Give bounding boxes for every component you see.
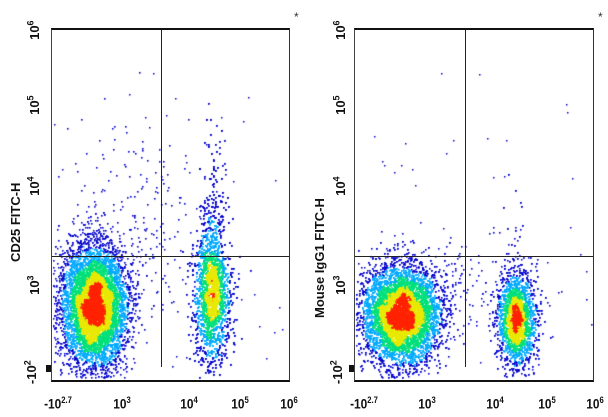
y-tick-neg1e2: -102 xyxy=(22,360,40,385)
plot-cd25: CD25 FITC-H 106 105 104 103 -102 -102.7 … xyxy=(8,10,299,412)
x-tick-1e3: 103 xyxy=(113,395,131,412)
x-tick-1e4: 104 xyxy=(486,395,504,412)
quadrant-gate-horizontal[interactable] xyxy=(355,256,593,258)
y-tick-1e4: 104 xyxy=(25,176,42,196)
y-tick-1e5: 105 xyxy=(331,95,348,115)
x-tick-1e6: 106 xyxy=(280,395,298,412)
density-dots xyxy=(52,30,289,380)
y-tick-neg1e2: -102 xyxy=(328,360,346,385)
quadrant-gate-vertical[interactable] xyxy=(465,30,467,367)
y-tick-1e4: 104 xyxy=(331,176,348,196)
y-axis-label: Mouse IgG1 FITC-H xyxy=(312,198,327,318)
x-tick-1e5: 105 xyxy=(538,395,556,412)
x-tick-1e6: 106 xyxy=(586,395,604,412)
x-tick-1e3: 103 xyxy=(418,395,436,412)
y-tick-1e3: 103 xyxy=(331,275,348,295)
axis-marker xyxy=(349,365,354,372)
y-axis-label: CD25 FITC-H xyxy=(8,182,23,262)
quadrant-gate-vertical[interactable] xyxy=(161,30,163,367)
quadrant-gate-horizontal[interactable] xyxy=(52,256,289,258)
x-tick-1e4: 104 xyxy=(180,395,198,412)
asterisk-marker: * xyxy=(598,10,603,24)
asterisk-marker: * xyxy=(294,10,299,24)
y-tick-1e6: 106 xyxy=(331,20,348,40)
y-tick-1e3: 103 xyxy=(25,275,42,295)
x-tick-1e5: 105 xyxy=(231,395,249,412)
y-tick-1e6: 106 xyxy=(25,20,42,40)
y-tick-1e5: 105 xyxy=(25,95,42,115)
density-dots xyxy=(355,30,593,380)
axis-marker xyxy=(46,365,51,372)
x-tick-neg10e2.7: -102.7 xyxy=(350,395,378,412)
plot-mouse-igg1: Mouse IgG1 FITC-H 106 105 104 103 -102 -… xyxy=(304,0,608,417)
x-tick-neg10e2.7: -102.7 xyxy=(44,395,72,412)
